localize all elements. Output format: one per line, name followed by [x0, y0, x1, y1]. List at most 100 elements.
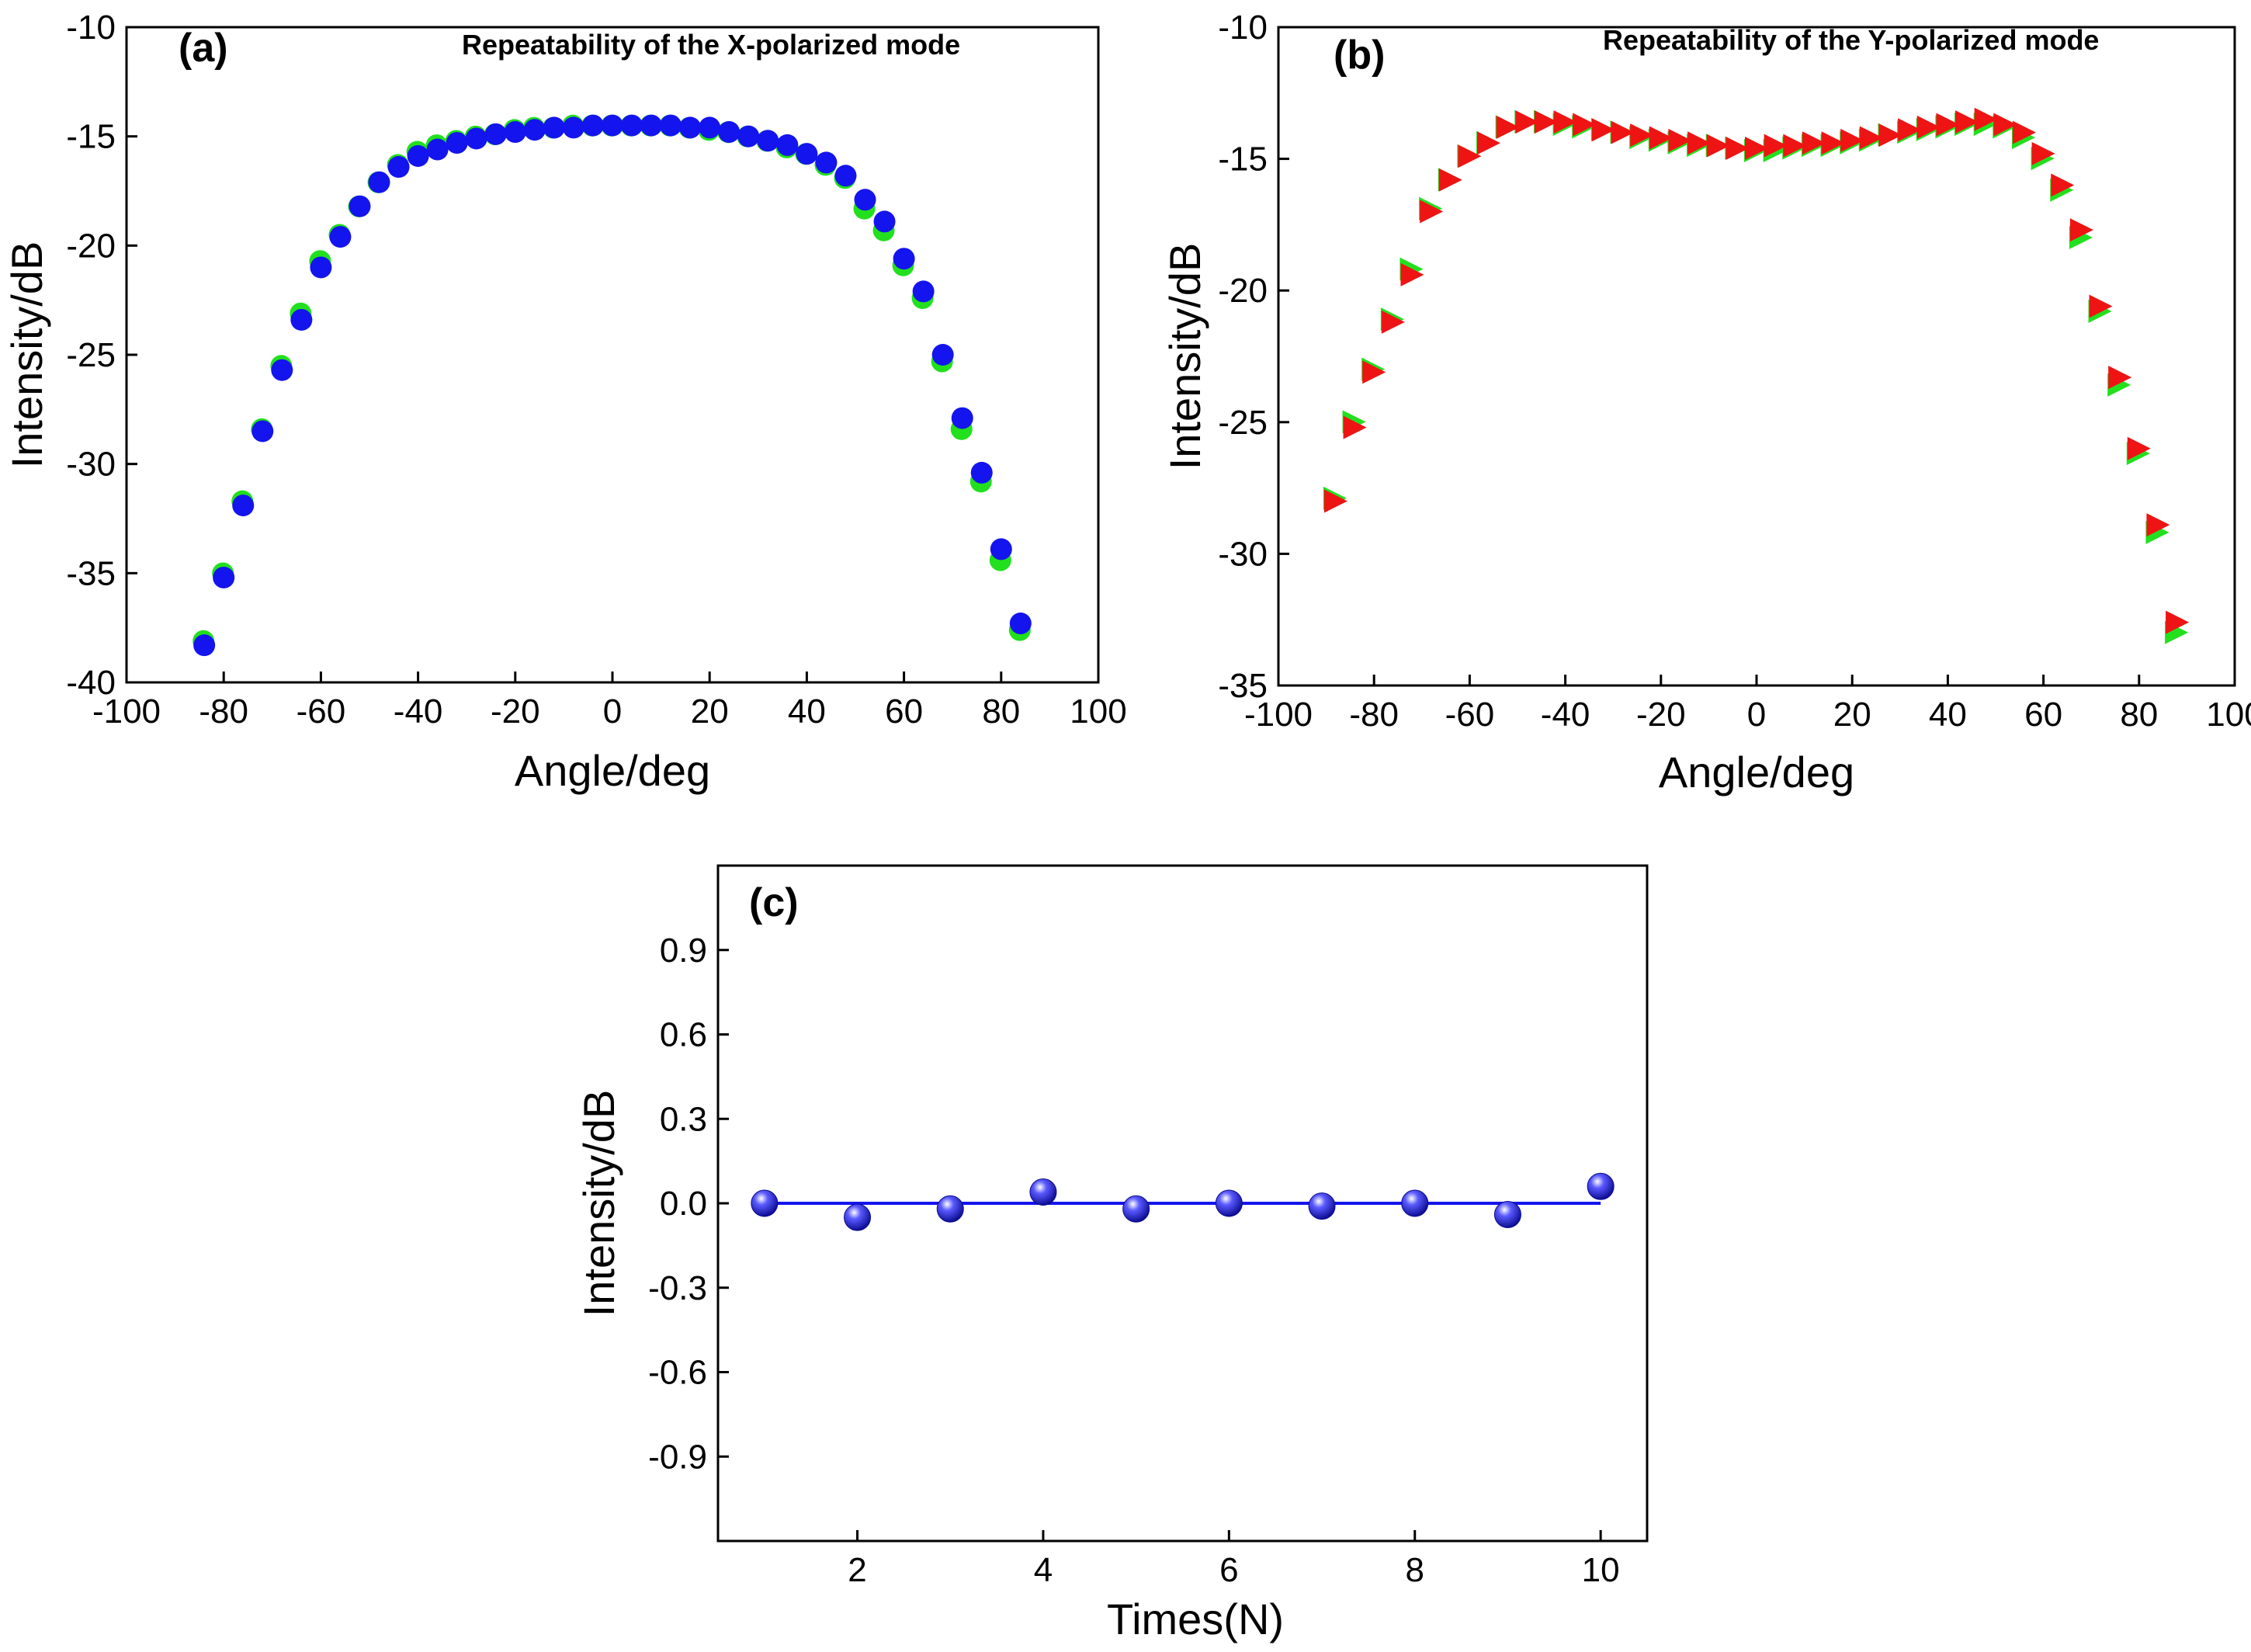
x-tick-label: 80 [2120, 696, 2158, 734]
data-point-triangle [1420, 200, 1444, 224]
data-point-sphere [1122, 1195, 1150, 1223]
data-point-circle [446, 132, 468, 154]
y-axis-title-a: Intensity/dB [2, 241, 51, 469]
data-point-triangle [2146, 513, 2170, 537]
data-point-circle [660, 114, 682, 137]
data-point-triangle [1859, 126, 1883, 150]
chart-title-b: Repeatability of the Y-polarized mode [1603, 24, 2099, 56]
data-point-circle [931, 344, 954, 366]
y-tick-label: -30 [1218, 535, 1268, 573]
y-tick-label: -10 [66, 9, 116, 47]
y-tick-label: -20 [66, 227, 116, 265]
data-point-circle [523, 119, 546, 141]
data-point-circle [602, 114, 623, 137]
chart-title-a: Repeatability of the X-polarized mode [462, 29, 960, 61]
y-tick-label: 0.6 [660, 1016, 707, 1054]
y-tick-label: 0.3 [660, 1100, 707, 1138]
data-point-circle [621, 114, 643, 137]
panel-label-b: (b) [1334, 33, 1385, 78]
data-point-circle [251, 420, 274, 442]
data-point-triangle [1649, 126, 1673, 150]
data-point-triangle [2127, 436, 2151, 460]
data-point-circle [504, 121, 526, 144]
data-point-circle [912, 280, 935, 303]
data-point-circle [193, 634, 216, 657]
data-point-circle [368, 171, 390, 193]
x-tick-label: -60 [297, 692, 346, 731]
data-point-triangle [1706, 134, 1730, 158]
x-tick-label: -20 [491, 692, 540, 731]
y-tick-label: -40 [66, 664, 116, 702]
data-point-triangle [1993, 113, 2017, 137]
data-point-triangle [2108, 366, 2132, 390]
data-point-circle [990, 538, 1012, 560]
data-point-triangle [1381, 310, 1405, 334]
data-point-triangle [1745, 137, 1768, 161]
data-point-circle [329, 226, 352, 248]
data-point-triangle [2089, 294, 2113, 318]
panel-label-a: (a) [179, 26, 228, 71]
y-tick-label: -35 [66, 554, 116, 592]
marks-b [1323, 107, 2190, 644]
data-point-triangle [1553, 110, 1577, 134]
data-point-triangle [1726, 137, 1750, 161]
data-point-triangle [1477, 131, 1501, 155]
data-point-circle [465, 127, 487, 150]
marks-a [192, 114, 1032, 657]
y-tick-label: -20 [1218, 272, 1268, 310]
ticks-b: -100 -80 -60 -40 -20 0 20 40 60 80 100 -35 -30 -25 -20… [1218, 9, 2251, 734]
data-point-triangle [1611, 120, 1635, 144]
x-axis-title-b: Angle/deg [1659, 748, 1854, 796]
panel-b: (b) Repeatability of the Y-polarized mod… [1160, 9, 2251, 796]
y-tick-label: -35 [1218, 667, 1268, 705]
data-point-triangle [1687, 131, 1712, 155]
data-point-circle [718, 121, 741, 144]
ticks-a: -100 -80 -60 -40 -20 0 20 40 60 80 100 -40 -35 -30 -25… [66, 9, 1126, 731]
x-tick-label: -100 [92, 692, 161, 731]
data-point-circle [562, 116, 584, 139]
data-point-circle [893, 248, 915, 270]
data-point-sphere [1401, 1189, 1429, 1217]
x-tick-label: 40 [788, 692, 826, 731]
data-point-circle [213, 566, 235, 588]
x-tick-label: 0 [1747, 696, 1766, 734]
data-point-circle [970, 461, 993, 484]
data-point-circle [349, 195, 371, 217]
data-point-circle [271, 359, 293, 381]
x-axis-title-c: Times(N) [1107, 1595, 1284, 1643]
data-point-circle [484, 123, 507, 145]
data-point-circle [387, 156, 410, 179]
data-point-circle [737, 125, 760, 148]
data-point-triangle [2166, 610, 2190, 634]
data-point-triangle [1783, 134, 1807, 158]
y-tick-label: -15 [1218, 141, 1268, 179]
y-tick-label: -25 [66, 336, 116, 374]
y-tick-label: -25 [1218, 404, 1268, 442]
y-tick-label: -0.6 [648, 1354, 707, 1392]
x-tick-label: 20 [1833, 696, 1871, 734]
data-point-sphere [1587, 1172, 1615, 1200]
data-point-triangle [1898, 118, 1922, 142]
y-tick-label: -15 [66, 118, 116, 156]
data-point-circle [543, 116, 565, 139]
data-point-circle [640, 114, 663, 137]
x-tick-label: 100 [2206, 696, 2251, 734]
x-tick-label: 20 [691, 692, 729, 731]
x-tick-label: 40 [1929, 696, 1967, 734]
data-point-circle [951, 407, 973, 429]
data-point-triangle [1974, 107, 1998, 131]
x-tick-label: 10 [1582, 1551, 1620, 1589]
data-point-sphere [936, 1195, 964, 1223]
data-point-circle [290, 308, 313, 331]
data-point-triangle [1955, 110, 1979, 134]
x-tick-label: 60 [885, 692, 923, 731]
data-point-triangle [1821, 131, 1845, 155]
x-tick-label: 8 [1406, 1551, 1424, 1589]
data-point-circle [776, 134, 799, 156]
panel-label-c: (c) [749, 880, 799, 925]
data-point-triangle [1668, 128, 1692, 152]
data-point-circle [699, 116, 721, 139]
x-axis-title-a: Angle/deg [515, 746, 710, 795]
x-tick-label: 6 [1219, 1551, 1238, 1589]
data-point-triangle [1515, 110, 1539, 134]
